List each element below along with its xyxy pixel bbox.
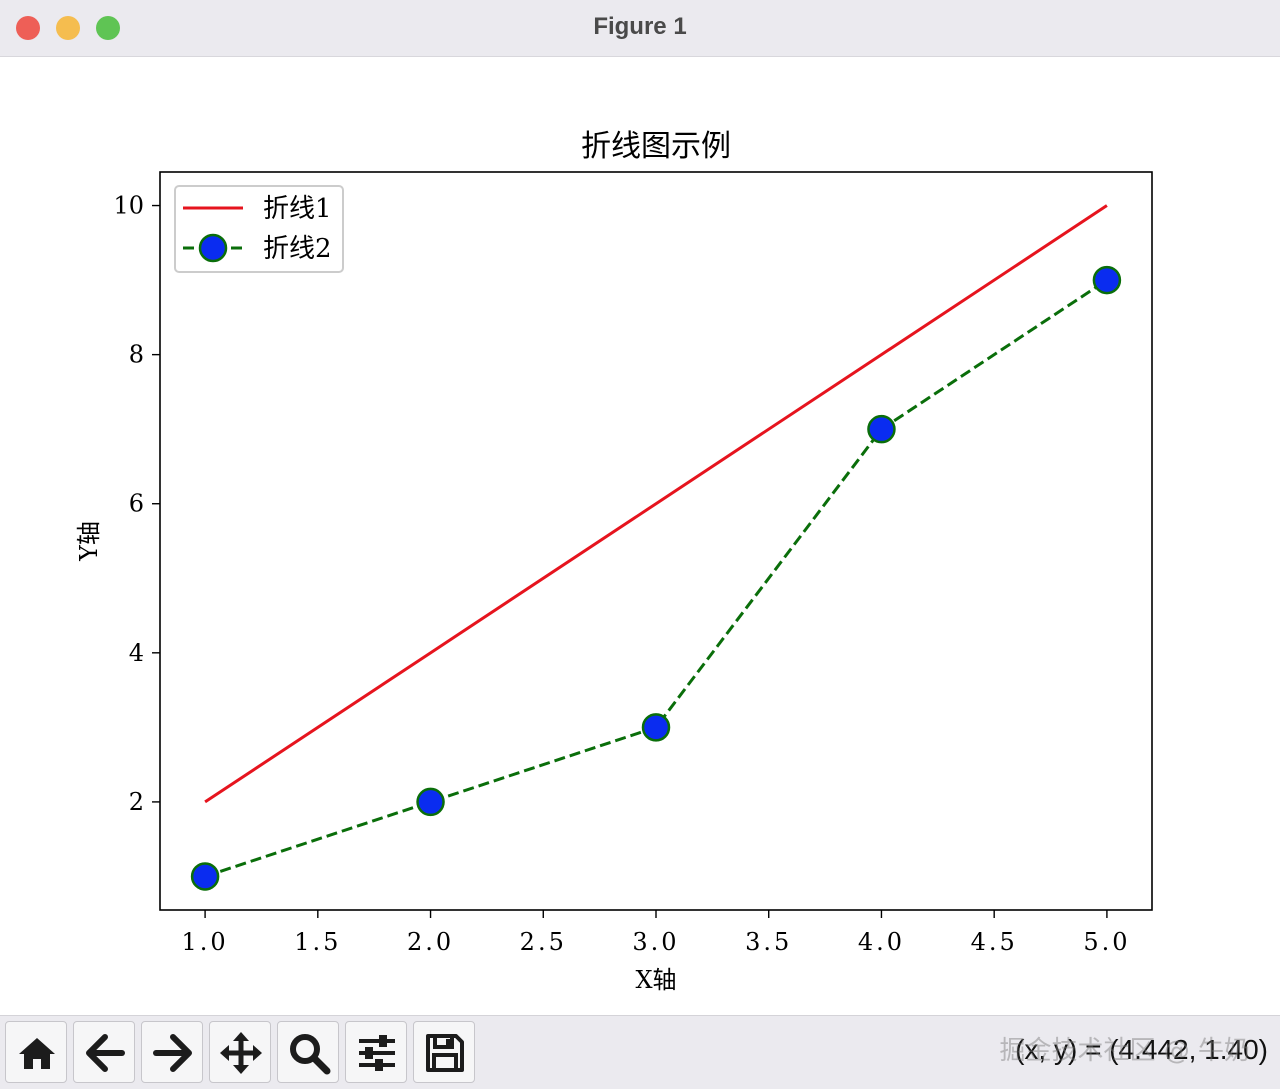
y-tick-label: 8 — [129, 341, 144, 369]
y-axis-label: Y轴 — [75, 521, 103, 562]
configure-subplots-button[interactable] — [345, 1021, 407, 1083]
series-2-point — [1092, 265, 1122, 295]
x-tick-label: 2.0 — [407, 928, 454, 956]
y-tick-label: 2 — [129, 788, 144, 816]
x-tick-label: 1.0 — [182, 928, 229, 956]
magnifier-icon — [290, 1034, 331, 1075]
x-tick-label: 3.5 — [745, 928, 792, 956]
navigation-toolbar: (x, y) = (4.442, 1.40) 掘金技术社区 @ 牛奶 — [0, 1015, 1280, 1089]
move-icon — [220, 1032, 262, 1074]
x-tick-label: 3.0 — [632, 928, 679, 956]
maximize-window-button[interactable] — [96, 16, 120, 40]
window-title: Figure 1 — [593, 13, 687, 40]
home-button[interactable] — [5, 1021, 67, 1083]
legend-label-1: 折线1 — [263, 194, 332, 224]
y-tick-label: 4 — [129, 639, 144, 667]
y-tick-label: 10 — [113, 192, 144, 220]
zoom-button[interactable] — [277, 1021, 339, 1083]
arrow-right-icon — [153, 1034, 192, 1072]
line-chart: 折线图示例 1.0 1.5 2.0 2.5 3.0 3.5 4.0 4.5 5.0 2 4 6 8 10 X轴… — [75, 129, 1153, 994]
series-2-point — [416, 787, 445, 817]
x-tick-label: 4.0 — [858, 928, 905, 956]
save-button[interactable] — [413, 1021, 475, 1083]
series-2-point — [867, 414, 896, 444]
pan-button[interactable] — [209, 1021, 271, 1083]
series-line-1 — [204, 204, 1108, 804]
minimize-window-button[interactable] — [56, 16, 80, 40]
axes-frame — [159, 171, 1153, 911]
legend-label-2: 折线2 — [263, 234, 332, 264]
chart-title: 折线图示例 — [581, 129, 731, 164]
back-button[interactable] — [73, 1021, 135, 1083]
legend-marker-2 — [198, 233, 228, 263]
x-tick-label: 4.5 — [971, 928, 1018, 956]
x-tick-label: 2.5 — [520, 928, 567, 956]
watermark-text: 掘金技术社区 @ 牛奶 — [999, 1036, 1250, 1066]
x-axis-label: X轴 — [635, 966, 676, 994]
sliders-icon — [359, 1035, 395, 1071]
series-2-point — [641, 713, 671, 742]
y-tick-label: 6 — [129, 490, 144, 518]
figure-canvas[interactable]: 折线图示例 1.0 1.5 2.0 2.5 3.0 3.5 4.0 4.5 5.0 2 4 6 8 10 X轴… — [0, 57, 1280, 1015]
home-icon — [19, 1038, 55, 1069]
close-window-button[interactable] — [16, 16, 40, 40]
arrow-left-icon — [86, 1034, 125, 1072]
floppy-disk-icon — [426, 1034, 464, 1072]
x-tick-label: 1.5 — [294, 928, 341, 956]
cursor-coordinates: (x, y) = (4.442, 1.40) — [1015, 1034, 1268, 1065]
x-tick-label: 5.0 — [1083, 928, 1130, 956]
series-2-point — [190, 862, 220, 891]
series-line-2 — [204, 278, 1108, 878]
window-titlebar: Figure 1 — [0, 0, 1280, 57]
forward-button[interactable] — [141, 1021, 203, 1083]
